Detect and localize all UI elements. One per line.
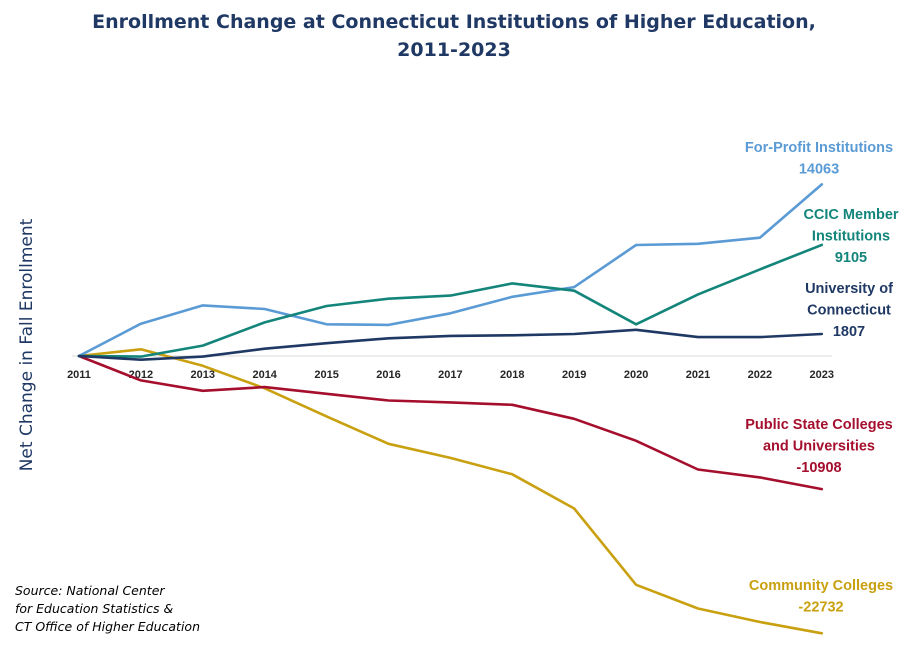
source-note: Source: National Center for Education St… [15, 582, 200, 636]
x-tick-label: 2021 [686, 369, 710, 381]
series-line [77, 354, 824, 491]
x-tick-label: 2013 [191, 369, 215, 381]
source-line: for Education Statistics & [15, 601, 174, 616]
x-tick-label: 2016 [376, 369, 400, 381]
x-tick-label: 2020 [624, 369, 648, 381]
series-label: Community Colleges [749, 578, 893, 594]
source-line: Source: National Center [15, 583, 165, 598]
series-label: and Universities [763, 439, 875, 455]
series-label: 9105 [835, 250, 867, 266]
series-label: -10908 [796, 460, 841, 476]
x-tick-label: 2011 [67, 369, 91, 381]
series-line [77, 243, 824, 358]
series-label: Connecticut [807, 303, 891, 319]
x-tick-label: 2023 [810, 369, 834, 381]
series-line [77, 183, 824, 358]
x-tick-label: 2018 [500, 369, 524, 381]
chart-subtitle: 2011-2023 [397, 39, 511, 61]
x-tick-label: 2019 [562, 369, 586, 381]
series-label: Institutions [812, 229, 890, 245]
series-label: -22732 [798, 600, 843, 616]
series-label: 1807 [833, 324, 865, 340]
series-label: For-Profit Institutions [745, 140, 893, 156]
chart-title: Enrollment Change at Connecticut Institu… [92, 11, 816, 33]
series-line [77, 328, 824, 362]
source-line: CT Office of Higher Education [15, 619, 200, 634]
series-line [77, 347, 824, 635]
series-label: University of [805, 281, 893, 297]
x-tick-label: 2017 [438, 369, 462, 381]
series-label: 14063 [799, 162, 839, 178]
x-tick-label: 2014 [252, 369, 277, 381]
series-label: Public State Colleges [745, 417, 892, 433]
series-label: CCIC Member [803, 207, 898, 223]
x-tick-label: 2022 [748, 369, 772, 381]
x-tick-label: 2015 [314, 369, 338, 381]
